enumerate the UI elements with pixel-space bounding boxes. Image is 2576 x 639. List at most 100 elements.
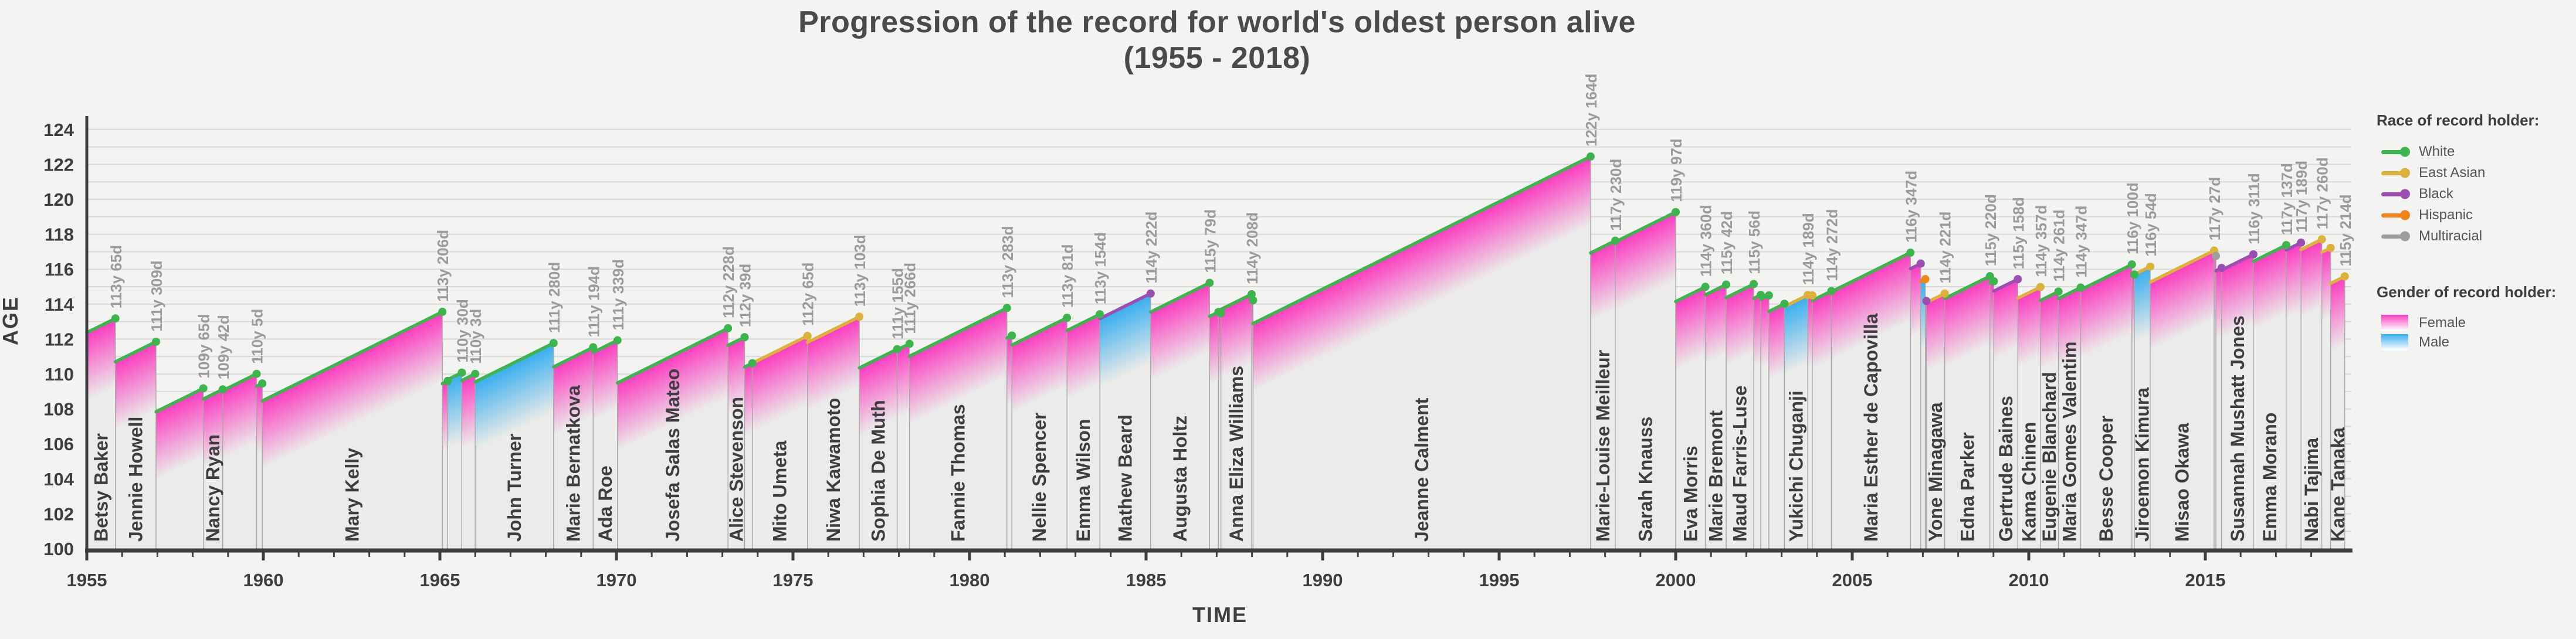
legend: Race of record holder: White East Asian Bl… (2377, 111, 2574, 352)
record-race-line (1010, 316, 1069, 347)
legend-gender-title: Gender of record holder: (2377, 283, 2557, 301)
race-dot-icon (2400, 210, 2410, 220)
record-holder-name: Yukichi Chuganji (1785, 390, 1806, 542)
record-race-line (114, 340, 158, 363)
record-race-line (1098, 291, 1153, 321)
record-polygon (2286, 242, 2302, 551)
record-holder-name: Gertrude Baines (1995, 396, 2016, 542)
y-tick-label: 124 (43, 120, 74, 140)
record-final-age-label: 116y 54d (2142, 193, 2160, 256)
record-final-age-label: 110y 3d (467, 309, 484, 364)
record-final-age-label: 114y 357d (2032, 205, 2050, 277)
record-race-line (154, 386, 205, 414)
record-final-age-label: 109y 42d (215, 315, 232, 379)
record-end-dot (1757, 291, 1765, 300)
record-polygons (86, 155, 2345, 551)
record-end-dot (803, 332, 812, 341)
record-final-age-label: 115y 42d (1718, 211, 1736, 274)
record-polygon (1209, 311, 1219, 551)
record-final-age-label: 109y 65d (195, 314, 213, 379)
record-polygon (1812, 290, 1832, 551)
record-final-age-label: 111y 309d (148, 260, 165, 331)
record-end-dot (2340, 272, 2349, 281)
record-polygon (1760, 294, 1770, 551)
legend-race-label: White (2419, 144, 2455, 159)
record-end-dot (1750, 280, 1758, 288)
record-end-dot (1808, 291, 1816, 300)
record-end-dot (1922, 297, 1931, 305)
record-end-dot (1002, 304, 1011, 312)
record-holder-name: Maria Esther de Capovilla (1860, 313, 1882, 542)
record-polygon (461, 373, 476, 551)
x-tick-label: 1975 (773, 570, 814, 590)
legend-gender-label: Female (2419, 314, 2466, 331)
record-end-dot (438, 307, 447, 316)
record-end-dot (1063, 314, 1072, 322)
record-race-line (616, 327, 730, 385)
legend-gender-item-male: Male (2381, 332, 2574, 352)
record-final-age-label: 113y 103d (851, 234, 869, 307)
y-tick-label: 106 (43, 434, 74, 454)
record-race-line (1251, 155, 1592, 325)
record-holder-name: Niwa Kawamoto (823, 398, 844, 542)
x-tick-label: 1955 (67, 570, 107, 590)
record-race-line (1065, 312, 1101, 332)
axes: 1955 1960 1965 1970 1975 1980 1985 1990 1995 2000… (43, 116, 2353, 590)
record-polygon (1910, 263, 1921, 551)
record-race-line (1724, 282, 1755, 300)
y-tick-label: 112 (45, 329, 74, 349)
record-final-age-label: 114y 272d (1823, 209, 1841, 281)
record-holder-name: Ada Roe (595, 465, 616, 542)
record-final-age-label: 114y 189d (1799, 213, 1817, 285)
record-polygon (222, 373, 257, 551)
record-race-line (2219, 253, 2255, 272)
record-end-dot (1701, 283, 1710, 291)
record-final-age-label: 111y 339d (609, 259, 627, 330)
record-end-dot (443, 376, 452, 385)
record-final-age-label: 112y 65d (799, 263, 817, 326)
record-end-dot (1921, 275, 1930, 284)
record-race-line (1614, 210, 1677, 244)
x-tick-label: 2000 (1656, 570, 1696, 590)
x-tick-label: 1965 (420, 570, 460, 590)
record-final-age-label: 119y 97d (1667, 138, 1685, 202)
record-holder-name: Eugenie Blanchard (2039, 372, 2060, 542)
record-race-line (1943, 274, 1992, 301)
record-holder-name: Susannah Mushatt Jones (2227, 315, 2248, 542)
record-end-dot (111, 314, 120, 323)
record-final-age-label: 115y 158d (2009, 197, 2027, 269)
record-polygon (1768, 303, 1785, 551)
race-line-swatch-icon (2381, 231, 2410, 242)
record-final-age-label: 114y 360d (1697, 205, 1715, 277)
record-race-line (260, 310, 444, 403)
y-tick-label: 118 (45, 225, 74, 245)
race-dot-icon (2400, 147, 2410, 157)
record-final-age-label: 114y 222d (1143, 212, 1160, 284)
record-end-dot (2054, 287, 2063, 296)
record-holder-name: Mathew Beard (1114, 414, 1136, 542)
record-holder-name: Edna Parker (1957, 432, 1978, 542)
record-end-dot (1827, 287, 1836, 295)
chart-title-line1: Progression of the record for world's ol… (798, 5, 1636, 39)
legend-race-label: East Asian (2419, 165, 2486, 181)
record-end-dot (2326, 243, 2335, 252)
record-holder-name: Marie Bernatkova (563, 385, 584, 542)
record-race-line (221, 372, 259, 393)
x-tick-label: 1970 (596, 570, 637, 590)
legend-race-item-black: Black (2381, 183, 2574, 205)
record-holder-name: Josefa Salas Mateo (662, 369, 683, 542)
legend-race-title: Race of record holder: (2377, 111, 2540, 129)
record-final-age-label: 111y 280d (545, 262, 563, 333)
record-end-dot (1672, 208, 1680, 216)
record-race-line (805, 315, 861, 344)
y-tick-label: 108 (43, 399, 74, 420)
record-holder-name: Nellie Spencer (1029, 412, 1050, 542)
record-final-age-label: 115y 79d (1201, 209, 1219, 273)
record-end-dot (1722, 280, 1731, 289)
record-polygon (256, 383, 263, 551)
record-race-line (552, 345, 595, 369)
record-final-age-label: 110y 5d (249, 309, 266, 364)
record-end-dot (748, 359, 757, 368)
x-tick-label: 2005 (1832, 570, 1873, 590)
record-end-dot (2036, 283, 2045, 291)
